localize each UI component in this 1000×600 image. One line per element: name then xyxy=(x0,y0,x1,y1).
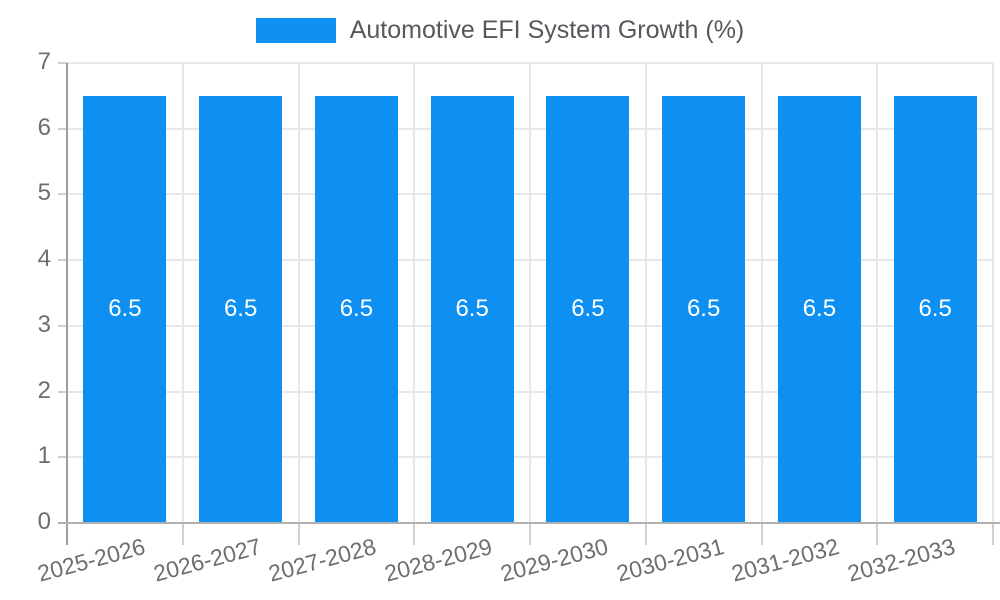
bar[interactable] xyxy=(430,95,514,523)
y-tick-label: 3 xyxy=(37,310,51,338)
x-axis-line xyxy=(58,522,1000,524)
gridline-vertical xyxy=(181,63,184,523)
bar-value-label: 6.5 xyxy=(571,295,605,323)
legend-label: Automotive EFI System Growth (%) xyxy=(349,16,745,44)
x-tick-label: 2028-2029 xyxy=(381,533,495,587)
gridline-horizontal xyxy=(67,324,993,327)
x-tick-label: 2027-2028 xyxy=(266,533,380,587)
x-tick-label: 2031-2032 xyxy=(729,533,843,587)
bar[interactable] xyxy=(893,95,977,523)
gridline-vertical xyxy=(413,63,416,523)
x-tick-mark xyxy=(297,523,300,545)
x-tick-label: 2032-2033 xyxy=(844,533,958,587)
x-tick-label: 2025-2026 xyxy=(34,533,148,587)
x-tick-mark xyxy=(644,523,647,545)
x-tick-mark xyxy=(181,523,184,545)
y-tick-mark xyxy=(58,62,67,64)
legend-item[interactable]: Automotive EFI System Growth (%) xyxy=(255,16,745,45)
bar[interactable] xyxy=(314,95,398,523)
plot-area: 0 1 2 3 4 5 6 7 6.5 6.5 6.5 6.5 6.5 6.5 6.5 6.5 2025-202… xyxy=(35,48,1000,587)
x-tick-mark xyxy=(760,523,763,545)
gridline-vertical xyxy=(529,63,531,523)
x-tick-mark xyxy=(529,523,531,545)
x-tick-mark xyxy=(992,523,994,545)
y-tick-label: 5 xyxy=(37,179,51,207)
x-tick-label: 2029-2030 xyxy=(497,533,611,587)
y-tick-mark xyxy=(58,324,67,327)
y-tick-label: 0 xyxy=(37,508,51,535)
bar-value-label: 6.5 xyxy=(918,295,952,323)
x-tick-mark xyxy=(413,523,416,545)
gridline-vertical xyxy=(760,63,763,523)
bar[interactable] xyxy=(777,95,861,523)
x-tick-label: 2030-2031 xyxy=(613,533,727,587)
bar-value-label: 6.5 xyxy=(455,295,489,323)
y-tick-label: 6 xyxy=(37,113,51,141)
bar[interactable] xyxy=(83,95,167,523)
y-tick-mark xyxy=(58,259,67,262)
y-tick-mark xyxy=(58,456,67,459)
legend-swatch-icon xyxy=(255,18,336,43)
gridline-horizontal xyxy=(67,193,993,196)
bar[interactable] xyxy=(199,95,283,523)
gridline-vertical xyxy=(297,63,300,523)
bar-value-label: 6.5 xyxy=(223,295,258,323)
y-tick-mark xyxy=(58,390,67,393)
gridline-vertical xyxy=(644,63,647,523)
gridline-vertical xyxy=(992,63,994,523)
gridline-horizontal xyxy=(67,390,993,393)
bar-value-label: 6.5 xyxy=(686,295,721,323)
y-axis-line xyxy=(66,63,68,545)
x-tick-label: 2026-2027 xyxy=(150,533,264,587)
gridline-horizontal xyxy=(67,259,993,262)
x-tick-mark xyxy=(876,523,879,545)
bar[interactable] xyxy=(546,95,630,523)
legend: Automotive EFI System Growth (%) xyxy=(0,16,1000,45)
gridline-horizontal xyxy=(67,127,993,130)
y-tick-label: 7 xyxy=(37,48,51,75)
bar-value-label: 6.5 xyxy=(339,295,374,323)
gridline-vertical xyxy=(876,63,879,523)
bar-value-label: 6.5 xyxy=(108,295,142,323)
y-tick-label: 2 xyxy=(37,376,51,404)
bar[interactable] xyxy=(662,95,746,523)
y-tick-mark xyxy=(58,127,67,130)
y-tick-mark xyxy=(58,193,67,196)
gridline-horizontal xyxy=(67,456,993,459)
y-tick-label: 1 xyxy=(37,442,51,470)
bar-value-label: 6.5 xyxy=(802,295,837,323)
y-tick-label: 4 xyxy=(37,245,51,273)
gridline-horizontal xyxy=(67,62,993,64)
